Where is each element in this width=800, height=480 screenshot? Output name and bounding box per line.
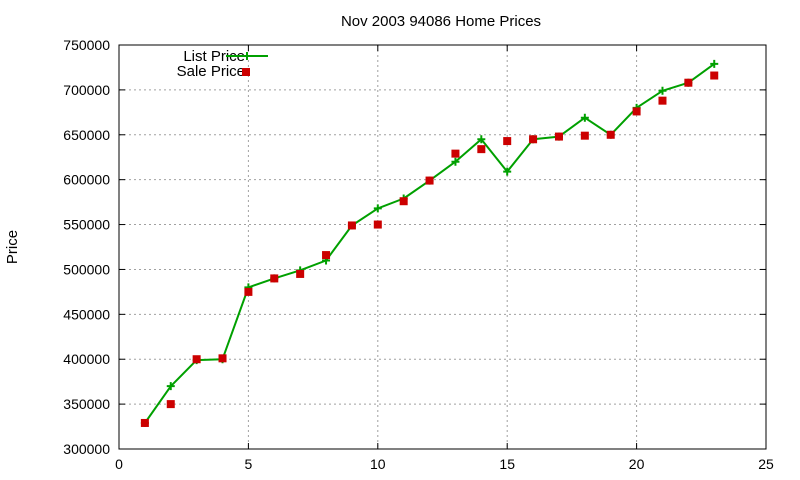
list-price-point xyxy=(503,167,512,176)
sale-price-point xyxy=(373,220,382,229)
list-price-point xyxy=(580,113,589,122)
sale-price-point xyxy=(322,251,331,260)
y-tick-label: 650000 xyxy=(63,127,110,143)
x-tick-label: 25 xyxy=(758,456,774,472)
y-tick-label: 750000 xyxy=(63,37,110,53)
sale-price-point xyxy=(218,354,227,363)
axis-ticks: 300000 350000 400000 450000 500000 550000 6000… xyxy=(63,37,774,472)
y-tick-label: 400000 xyxy=(63,351,110,367)
legend-marker-sale-price xyxy=(242,68,250,76)
chart-title: Nov 2003 94086 Home Prices xyxy=(341,13,541,30)
sale-price-point xyxy=(529,135,538,144)
sale-price-point xyxy=(554,132,563,141)
legend-swatch-sale-price xyxy=(242,68,250,76)
y-axis-label: Price xyxy=(4,230,21,264)
sale-price-point xyxy=(632,107,641,116)
y-tick-label: 450000 xyxy=(63,306,110,322)
x-tick-label: 5 xyxy=(245,456,253,472)
sale-price-point xyxy=(710,71,719,80)
sale-price-point xyxy=(684,78,693,87)
y-tick-label: 500000 xyxy=(63,261,110,277)
sale-price-point xyxy=(425,176,434,185)
sale-price-point xyxy=(580,131,589,140)
legend-label-sale-price: Sale Price xyxy=(177,63,245,80)
y-tick-label: 700000 xyxy=(63,82,110,98)
list-price-point xyxy=(166,382,175,391)
y-tick-label: 550000 xyxy=(63,217,110,233)
legend-swatch-list-price xyxy=(226,52,268,60)
sale-price-point xyxy=(166,400,175,409)
sale-price-point xyxy=(606,130,615,139)
x-tick-label: 0 xyxy=(115,456,123,472)
sale-price-point xyxy=(451,149,460,158)
legend-label-list-price: List Price xyxy=(183,48,245,65)
legend-marker-list-price xyxy=(243,52,251,60)
list-price-point xyxy=(451,157,460,166)
list-price-point xyxy=(710,59,719,68)
x-tick-label: 10 xyxy=(370,456,386,472)
list-price-point xyxy=(477,135,486,144)
sale-price-point xyxy=(192,355,201,364)
sale-price-point xyxy=(244,287,253,296)
sale-price-point xyxy=(296,269,305,278)
series-layer xyxy=(140,59,719,427)
legend: List Price Sale Price xyxy=(177,48,268,80)
sale-price-point xyxy=(140,418,149,427)
sale-price-point xyxy=(658,96,667,105)
sale-price-point xyxy=(270,274,279,283)
y-tick-label: 300000 xyxy=(63,441,110,457)
x-tick-label: 15 xyxy=(499,456,515,472)
sale-price-point xyxy=(503,137,512,146)
y-tick-label: 350000 xyxy=(63,396,110,412)
list-price-line xyxy=(144,63,715,424)
grid xyxy=(119,45,766,449)
sale-price-point xyxy=(399,197,408,206)
list-price-point xyxy=(373,204,382,213)
x-tick-label: 20 xyxy=(629,456,645,472)
y-tick-label: 600000 xyxy=(63,172,110,188)
list-price-point xyxy=(658,86,667,95)
plot-area xyxy=(118,44,767,450)
sale-price-point xyxy=(477,145,486,154)
sale-price-point xyxy=(347,221,356,230)
